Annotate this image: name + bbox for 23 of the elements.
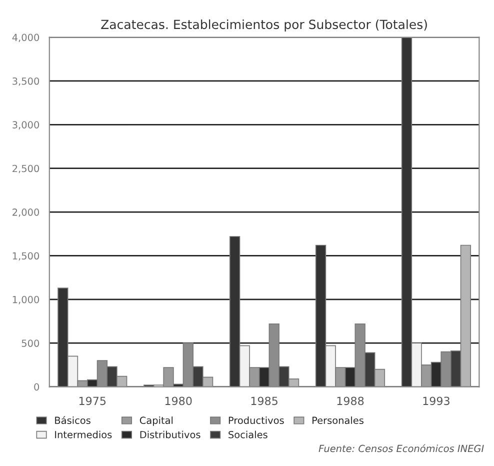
y-tick-label: 3,500 (12, 77, 40, 86)
legend-label: Productivos (228, 416, 284, 424)
legend-label: Personales (312, 416, 364, 424)
y-tick-label: 2,500 (12, 164, 40, 174)
x-tick-label: 1988 (337, 396, 364, 406)
y-tick-label: 2,000 (12, 208, 40, 217)
y-tick-label: 3,000 (12, 121, 40, 130)
legend-label: Básicos (55, 416, 90, 424)
legend-label: Capital (140, 416, 173, 426)
y-tick-label: 1,000 (12, 296, 40, 304)
y-tick-label: 1,500 (12, 252, 40, 261)
legend-label: Intermedios (55, 430, 112, 438)
x-tick-label: 1975 (79, 396, 106, 406)
y-tick-label: 0 (34, 383, 40, 391)
source-note: Fuente: Censos Económicos INEGI (318, 444, 484, 452)
legend-label: Distributivos (140, 430, 200, 438)
y-tick-label: 4,000 (12, 34, 40, 42)
x-tick-label: 1985 (251, 396, 278, 406)
chart-title: Zacatecas. Establecimientos por Subsector (Totales) (101, 19, 427, 32)
legend-label: Sociales (228, 430, 268, 438)
x-tick-label: 1980 (165, 396, 192, 406)
y-tick-label: 500 (22, 340, 40, 347)
x-tick-label: 1993 (423, 396, 450, 406)
